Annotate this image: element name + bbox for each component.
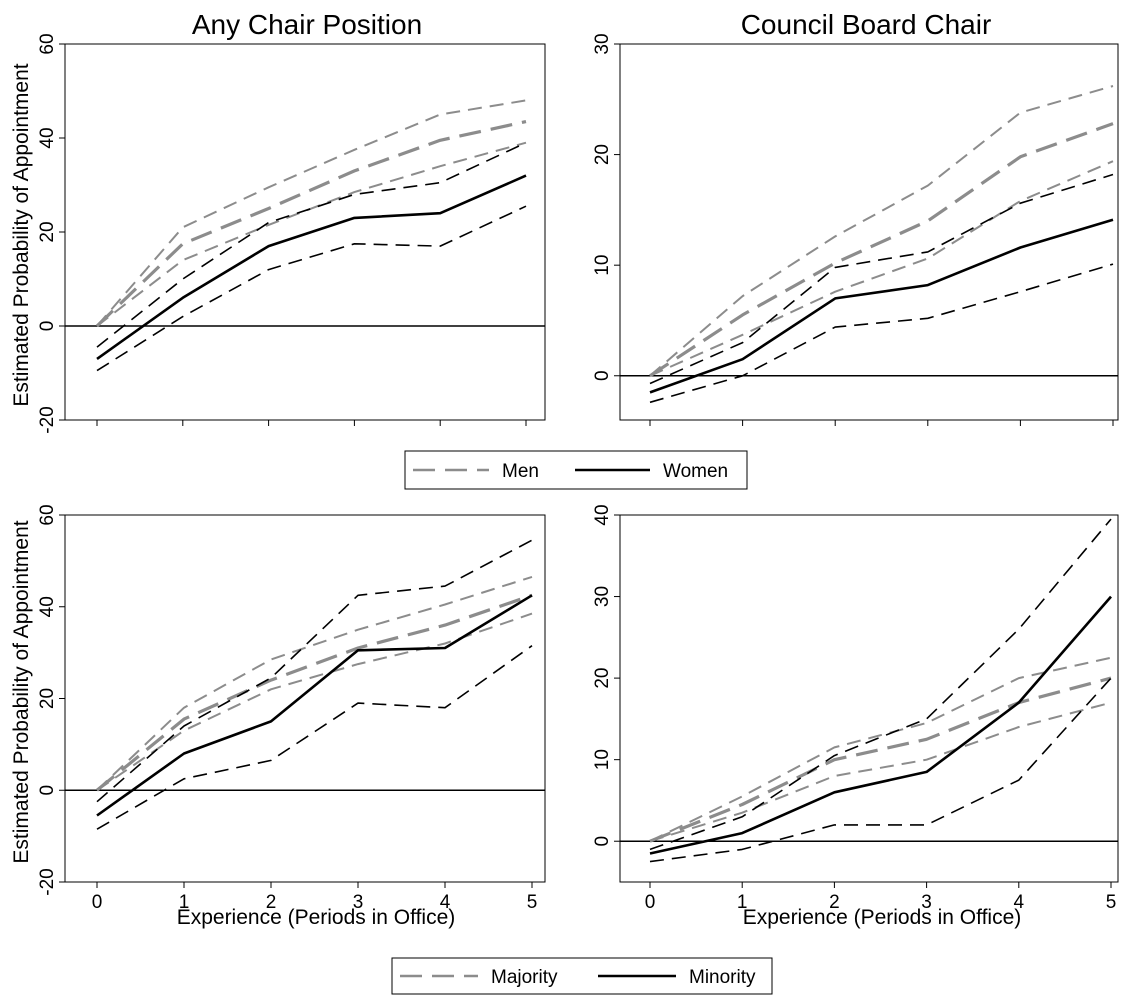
plot-frame (619, 514, 1119, 883)
series-line-women-ci-upper (96, 141, 527, 348)
panel-council-board-by-race: 0 10 20 30 40 0 1 2 3 4 5 (592, 504, 1119, 913)
xlabel-bottom-left: Experience (Periods in Office) (177, 906, 456, 929)
xlabel-bottom-right: Experience (Periods in Office) (743, 906, 1022, 929)
y-tick-label: 0 (37, 321, 58, 332)
x-tick-label: 5 (1106, 892, 1117, 913)
x-tick-label: 2 (829, 892, 840, 913)
x-tick-label: 1 (737, 892, 748, 913)
legend-minority-label: Minority (689, 967, 756, 988)
plot-frame (64, 514, 546, 883)
plot-frame (619, 43, 1119, 421)
y-tick-label: 10 (592, 255, 613, 276)
y-tick-label: 0 (592, 836, 613, 847)
series-line-men-ci-lower (96, 141, 527, 327)
x-tick-label: 0 (92, 892, 103, 913)
y-tick-label: 40 (37, 127, 58, 148)
y-tick-label: 10 (592, 749, 613, 770)
series-line-women-estimate (96, 174, 527, 360)
plot-frame (64, 43, 546, 421)
y-tick-label: 20 (37, 221, 58, 242)
y-tick-label: 0 (37, 785, 58, 796)
y-tick-label: 20 (37, 688, 58, 709)
legend-women-label: Women (663, 461, 728, 482)
series-line-men-ci-lower (649, 160, 1114, 377)
y-tick-label: 30 (592, 33, 613, 54)
series-line-minority-ci-upper (96, 539, 533, 803)
x-tick-label: 2 (266, 892, 277, 913)
legend-gender: Men Women (404, 450, 748, 490)
y-tick-label: 40 (37, 596, 58, 617)
series-line-majority-estimate (95, 593, 533, 792)
y-tick-label: -20 (37, 406, 58, 433)
series-line-women-ci-lower (649, 263, 1114, 404)
panel-title-any-chair: Any Chair Position (192, 9, 422, 40)
series-line-women-ci-lower (96, 205, 527, 372)
x-tick-label: 4 (440, 892, 451, 913)
y-tick-label: 20 (592, 668, 613, 689)
series-line-women-estimate (649, 218, 1114, 394)
ylabel-bottom: Estimated Probability of Appointment (10, 520, 33, 863)
panel-any-chair-position: -20 0 20 40 60 (37, 33, 546, 434)
series-line-majority-estimate (649, 676, 1112, 843)
y-tick-label: 60 (37, 33, 58, 54)
x-tick-label: 3 (921, 892, 932, 913)
series-line-men-estimate (649, 122, 1114, 378)
series-line-majority-ci-upper (649, 656, 1112, 843)
legend-race: Majority Minority (391, 957, 773, 995)
y-tick-label: 60 (37, 504, 58, 525)
y-tick-label: 40 (592, 504, 613, 525)
y-tick-label: -20 (37, 868, 58, 895)
x-tick-label: 1 (179, 892, 190, 913)
y-tick-label: 30 (592, 586, 613, 607)
ylabel-top: Estimated Probability of Appointment (10, 63, 33, 406)
series-line-men-ci-upper (649, 85, 1114, 377)
panel-title-council-board: Council Board Chair (741, 9, 992, 40)
x-tick-label: 4 (1014, 892, 1025, 913)
series-line-men-ci-upper (96, 99, 527, 327)
legend-men-label: Men (502, 461, 539, 482)
series-line-men-estimate (95, 120, 527, 328)
series-line-majority-ci-lower (96, 612, 533, 792)
series-line-minority-estimate (649, 595, 1112, 855)
series-line-majority-ci-upper (96, 575, 533, 792)
legend-race-box (391, 957, 773, 995)
legend-majority-label: Majority (491, 967, 558, 988)
series-line-minority-ci-upper (649, 518, 1112, 851)
y-tick-label: 20 (592, 144, 613, 165)
series-line-minority-ci-lower (649, 677, 1112, 863)
series-line-majority-ci-lower (649, 701, 1112, 843)
y-tick-label: 0 (592, 370, 613, 381)
panel-any-chair-by-race: -20 0 20 40 60 0 1 2 3 4 5 (37, 504, 546, 913)
series-line-minority-ci-lower (96, 645, 533, 830)
series-line-women-ci-upper (649, 173, 1114, 385)
x-tick-label: 5 (527, 892, 538, 913)
panel-council-board-chair: 0 10 20 30 (592, 33, 1119, 426)
x-tick-label: 3 (353, 892, 364, 913)
series-line-minority-estimate (96, 594, 533, 817)
x-tick-label: 0 (645, 892, 656, 913)
